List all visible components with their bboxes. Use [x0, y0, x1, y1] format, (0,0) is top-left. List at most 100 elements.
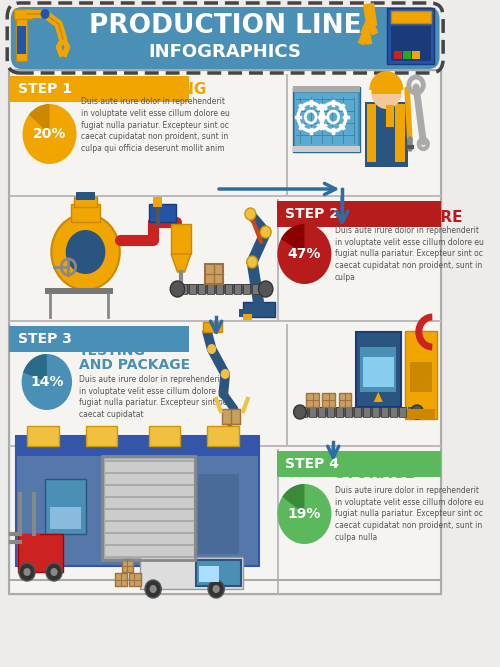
Bar: [202, 322, 222, 332]
Bar: [292, 87, 360, 152]
Wedge shape: [29, 104, 50, 134]
Bar: [368, 105, 376, 127]
Bar: [199, 566, 219, 582]
Bar: [16, 436, 260, 566]
Bar: [363, 357, 394, 387]
Circle shape: [66, 230, 106, 274]
Bar: [296, 93, 358, 149]
Circle shape: [52, 214, 120, 290]
Bar: [196, 560, 242, 586]
Bar: [243, 302, 274, 317]
Text: STEP 3: STEP 3: [18, 332, 72, 346]
Bar: [306, 393, 319, 407]
Bar: [86, 426, 117, 446]
Bar: [338, 393, 351, 407]
Bar: [198, 284, 205, 294]
Bar: [322, 393, 335, 407]
Bar: [176, 284, 266, 294]
Bar: [363, 407, 370, 417]
Bar: [391, 11, 430, 23]
Bar: [207, 284, 214, 294]
Bar: [9, 70, 442, 594]
Bar: [234, 284, 241, 294]
Bar: [390, 407, 397, 417]
Bar: [9, 326, 189, 352]
Bar: [360, 347, 396, 392]
Bar: [404, 51, 410, 59]
Bar: [102, 456, 196, 560]
Text: Duis aute irure dolor in reprehenderit
in voluptate velit esse cillum dolore eu
: Duis aute irure dolor in reprehenderit i…: [80, 375, 228, 419]
Bar: [122, 559, 134, 572]
Bar: [394, 51, 402, 59]
Bar: [104, 532, 194, 534]
Bar: [225, 284, 232, 294]
Bar: [336, 407, 343, 417]
Bar: [104, 472, 194, 474]
Circle shape: [207, 344, 216, 354]
Bar: [9, 445, 442, 447]
Bar: [278, 449, 279, 594]
Bar: [180, 284, 188, 294]
Bar: [129, 573, 140, 586]
Text: STEP 1: STEP 1: [18, 82, 72, 96]
Bar: [153, 197, 162, 207]
Bar: [222, 409, 240, 424]
Bar: [286, 74, 288, 197]
Bar: [278, 199, 279, 322]
Text: PRODUCTION LINE: PRODUCTION LINE: [89, 13, 361, 39]
Circle shape: [170, 281, 184, 297]
FancyBboxPatch shape: [11, 7, 440, 69]
Bar: [292, 146, 360, 152]
Bar: [327, 407, 334, 417]
Text: 14%: 14%: [30, 375, 64, 389]
Wedge shape: [281, 224, 304, 254]
Bar: [189, 284, 196, 294]
Bar: [9, 76, 189, 102]
Circle shape: [50, 568, 58, 576]
Bar: [104, 460, 194, 462]
Bar: [354, 407, 361, 417]
Text: 19%: 19%: [288, 507, 321, 521]
Bar: [104, 556, 194, 558]
Circle shape: [294, 405, 306, 419]
Bar: [300, 407, 307, 417]
Bar: [14, 9, 32, 19]
Bar: [148, 204, 176, 222]
Wedge shape: [282, 484, 304, 514]
Circle shape: [247, 256, 258, 268]
Bar: [140, 557, 243, 589]
Bar: [18, 534, 63, 572]
Bar: [345, 407, 352, 417]
Text: Duis aute irure dolor in reprehenderit
in voluptate velit esse cillum dolore eu
: Duis aute irure dolor in reprehenderit i…: [335, 226, 484, 282]
Bar: [45, 288, 112, 294]
Text: AND PACKAGE: AND PACKAGE: [80, 358, 190, 372]
Text: MANUFACTURE: MANUFACTURE: [335, 209, 464, 225]
Bar: [9, 70, 442, 594]
Bar: [286, 324, 288, 447]
Bar: [309, 407, 316, 417]
Text: 47%: 47%: [288, 247, 321, 261]
Text: STEP 2: STEP 2: [284, 207, 339, 221]
Bar: [17, 26, 26, 54]
Bar: [412, 51, 420, 59]
Circle shape: [278, 484, 332, 544]
Bar: [243, 314, 252, 320]
Circle shape: [260, 226, 271, 238]
Bar: [391, 26, 430, 61]
Bar: [20, 534, 40, 542]
Text: Duis aute irure dolor in reprehenderit
in voluptate velit esse cillum dolore eu
: Duis aute irure dolor in reprehenderit i…: [335, 486, 484, 542]
Bar: [206, 264, 224, 284]
Bar: [381, 407, 388, 417]
Circle shape: [278, 224, 332, 284]
Circle shape: [258, 281, 273, 297]
Circle shape: [208, 580, 224, 598]
Circle shape: [212, 585, 220, 593]
Bar: [50, 507, 81, 529]
Circle shape: [150, 585, 156, 593]
Bar: [410, 362, 432, 392]
Polygon shape: [374, 392, 383, 402]
Bar: [216, 284, 224, 294]
Bar: [71, 204, 100, 222]
Circle shape: [22, 354, 72, 410]
Bar: [372, 407, 379, 417]
